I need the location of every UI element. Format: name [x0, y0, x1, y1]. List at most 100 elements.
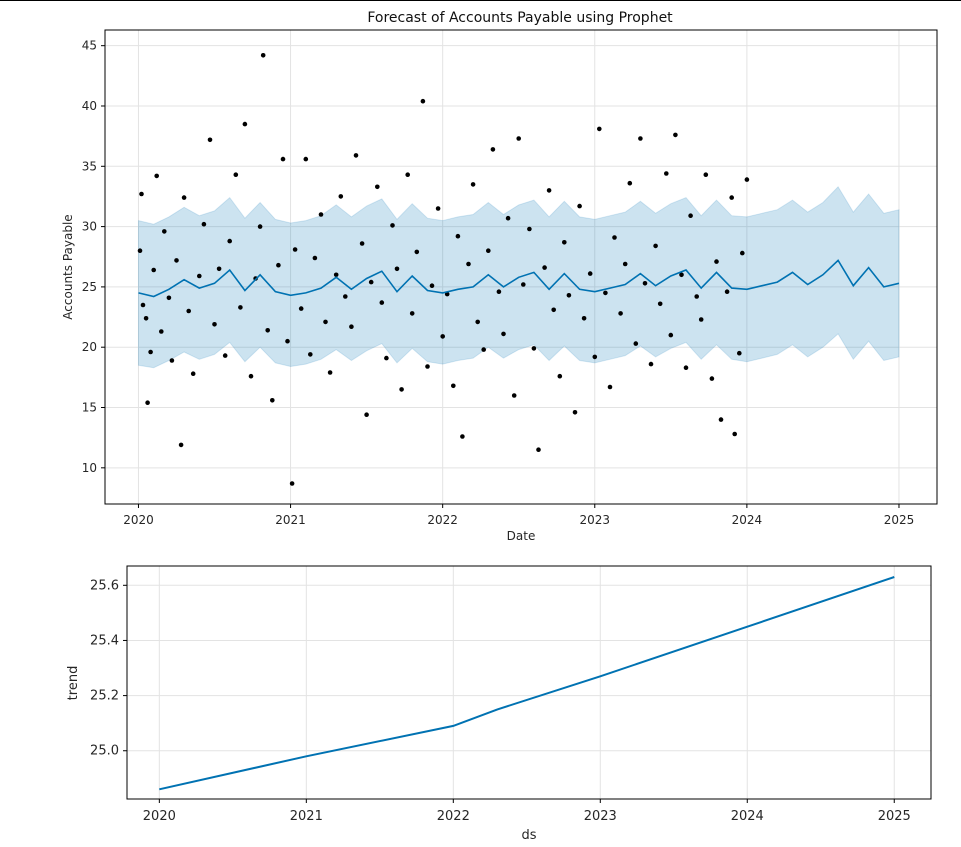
observed-point [703, 172, 709, 177]
observed-point [724, 289, 730, 295]
observed-point [516, 136, 521, 141]
y-tick-label: 25 [82, 280, 97, 294]
y-tick-label: 30 [82, 220, 97, 234]
observed-point [490, 147, 496, 152]
observed-point [587, 271, 593, 276]
observed-point [327, 370, 333, 375]
observed-point [546, 188, 552, 193]
observed-point [633, 341, 639, 346]
observed-point [429, 283, 435, 289]
observed-point [688, 213, 693, 218]
observed-point [505, 215, 511, 221]
observed-point [270, 398, 275, 403]
observed-point [343, 294, 348, 299]
trend-plot-frame [126, 565, 932, 800]
trend-y-tick-label: 25.0 [90, 744, 119, 759]
observed-point [562, 240, 567, 245]
observed-point [390, 223, 395, 228]
observed-point [603, 290, 608, 296]
observed-point [166, 295, 172, 301]
observed-points [137, 53, 750, 486]
trend-y-ticks: 25.0 25.2 25.4 25.6 [90, 578, 127, 759]
x-tick-label: 2023 [579, 513, 610, 527]
observed-point [542, 265, 547, 270]
observed-point [679, 272, 684, 278]
observed-point [276, 262, 281, 268]
observed-point [242, 121, 248, 127]
observed-point [298, 306, 304, 311]
y-tick-label: 10 [82, 461, 97, 475]
y-tick-label: 20 [82, 340, 97, 354]
observed-point [368, 279, 374, 285]
observed-point [248, 373, 254, 379]
observed-point [318, 212, 324, 217]
observed-point [683, 365, 689, 371]
observed-point [414, 249, 420, 255]
observed-point [440, 334, 446, 339]
observed-point [618, 311, 623, 316]
y-tick-label: 35 [82, 159, 97, 173]
observed-point [694, 294, 699, 299]
forecast-grid [105, 30, 937, 504]
observed-point [233, 172, 239, 177]
observed-point [151, 267, 156, 273]
observed-point [466, 261, 471, 267]
observed-point [359, 241, 365, 246]
x-tick-label: 2020 [123, 513, 154, 527]
chart-title: Forecast of Accounts Payable using Proph… [367, 10, 673, 26]
observed-point [718, 417, 724, 422]
observed-point [384, 355, 389, 361]
observed-point [197, 273, 202, 279]
observed-point [536, 447, 541, 453]
observed-point [744, 177, 750, 182]
observed-point [154, 173, 159, 179]
trend-y-tick-label: 25.4 [90, 633, 119, 648]
observed-point [642, 281, 648, 286]
observed-point [303, 156, 309, 162]
observed-point [470, 182, 476, 187]
y-tick-label: 45 [82, 39, 97, 53]
observed-point [349, 324, 354, 330]
observed-point [592, 354, 598, 360]
y-axis-title: Accounts Payable [61, 214, 75, 319]
observed-point [664, 171, 669, 176]
forecast-x-ticks: 2020 2021 2022 2023 2024 2025 [123, 504, 914, 527]
observed-point [375, 184, 380, 190]
observed-point [612, 235, 617, 240]
observed-point [566, 293, 572, 298]
trend-x-ticks: 2020 2021 2022 2023 2024 2025 [143, 799, 911, 824]
observed-point [201, 221, 207, 227]
trend-line-path [159, 576, 895, 791]
observed-point [444, 291, 450, 297]
observed-point [338, 194, 344, 199]
trend-x-tick-label: 2023 [584, 809, 617, 824]
observed-point [638, 136, 643, 141]
trend-line [159, 576, 895, 791]
observed-point [420, 98, 426, 104]
observed-point [740, 250, 745, 256]
observed-point [216, 266, 222, 272]
observed-point [501, 331, 506, 337]
observed-point [212, 322, 217, 327]
observed-point [729, 195, 734, 200]
observed-point [496, 289, 502, 295]
observed-point [668, 332, 674, 338]
observed-point [622, 261, 628, 267]
observed-point [451, 383, 456, 389]
observed-point [207, 137, 213, 143]
observed-point [364, 412, 369, 418]
observed-point [572, 410, 578, 415]
observed-point [486, 248, 491, 253]
forecast-line [138, 259, 900, 298]
observed-point [181, 195, 187, 200]
observed-point [527, 226, 532, 232]
observed-point [265, 328, 271, 333]
observed-point [531, 346, 537, 351]
observed-point [737, 350, 742, 356]
observed-point [425, 364, 430, 369]
observed-point [648, 361, 654, 367]
observed-point [653, 243, 658, 249]
observed-point [627, 180, 633, 186]
observed-point [280, 156, 286, 162]
